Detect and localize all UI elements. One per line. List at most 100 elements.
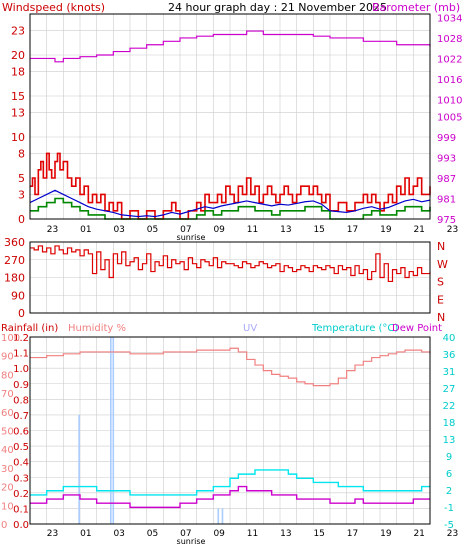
humidity-axis-tick: 90	[1, 352, 14, 363]
rain-axis-tick: 0.4	[13, 458, 29, 469]
temp-axis-tick: 9	[446, 452, 452, 463]
wind-x-tick-label: 13	[280, 225, 291, 235]
rain-axis-tick: 0.8	[13, 395, 29, 406]
rain-bar	[217, 508, 220, 524]
rain-bar	[112, 337, 115, 524]
dir-compass-label: N	[437, 311, 445, 324]
rain-axis-tick: 0.2	[13, 489, 29, 500]
temp-x-tick-label: 15	[313, 529, 324, 539]
rain-axis-tick: 1.1	[13, 349, 29, 360]
rain-axis-tick: 0.3	[13, 473, 29, 484]
wind-axis-tick: 23	[11, 24, 25, 37]
temp-axis-tick: 2	[446, 486, 452, 497]
temp-x-tick-label: 21	[413, 529, 424, 539]
humidity-axis-tick: 100	[1, 333, 20, 344]
dir-compass-label: W	[437, 258, 448, 271]
dir-axis-tick: 180	[4, 272, 25, 285]
labels-layer: Windspeed (knots) 24 hour graph day : 21 …	[1, 1, 462, 546]
wind-x-tick-label: 11	[247, 225, 258, 235]
rain-axis-tick: 0.5	[13, 442, 29, 453]
rainfall-header: Rainfall (in)	[1, 323, 58, 334]
wind-axis-tick: 8	[18, 147, 25, 160]
temp-frame	[29, 336, 431, 525]
wind-axis-tick: 18	[11, 65, 25, 78]
temp-x-tick-label: 17	[347, 529, 358, 539]
wind-x-tick-label: 03	[113, 225, 124, 235]
wind-x-tick-label: 23	[47, 225, 58, 235]
rain-bar	[110, 337, 112, 524]
dir-axis-tick: 90	[11, 289, 25, 302]
wind-x-tick-label: 07	[180, 225, 191, 235]
temp-axis-tick: 22	[443, 401, 456, 412]
wind-axis-tick: 20	[11, 49, 25, 62]
sunrise-label: sunrise	[177, 233, 206, 242]
rain-axis-tick: 0.9	[13, 380, 29, 391]
temp-x-tick-label: 03	[113, 529, 124, 539]
rain-bar	[221, 508, 224, 524]
temp-axis-tick: 13	[443, 435, 456, 446]
humidity-axis-tick: 70	[1, 389, 14, 400]
wind-x-tick-label: 01	[80, 225, 91, 235]
temp-x-tick-label: 11	[247, 529, 258, 539]
temp-x-tick-label: 05	[147, 529, 158, 539]
barometer-header: Barometer (mb)	[372, 1, 460, 14]
wind-direction-line	[30, 245, 431, 283]
dir-compass-label: S	[437, 276, 444, 289]
sunrise-label-bottom: sunrise	[177, 537, 206, 546]
rain-axis-tick: 1.0	[13, 364, 29, 375]
dewpoint-header: Dew Point	[392, 323, 442, 334]
temperature-line	[30, 469, 430, 496]
temp-axis-tick: 31	[443, 367, 456, 378]
rain-bar	[78, 414, 80, 524]
rain-axis-tick: 0.6	[13, 427, 29, 438]
temperature-header: Temperature (°C)	[311, 323, 398, 334]
baro-axis-tick: 1028	[437, 34, 462, 45]
humidity-axis-tick: 80	[1, 370, 14, 381]
dir-compass-label: N	[437, 240, 445, 253]
windspeed-avg-line	[29, 189, 431, 218]
temp-x-tick-label: 09	[213, 529, 225, 539]
temp-x-tick-label: 01	[80, 529, 91, 539]
temp-axis-tick: -5	[444, 520, 454, 531]
baro-axis-tick: 987	[437, 174, 456, 185]
frames-layer	[29, 13, 431, 525]
baro-axis-tick: 975	[437, 215, 456, 226]
wind-x-tick-label: 09	[213, 225, 225, 235]
windspeed-gust-line	[30, 152, 431, 220]
rain-axis-tick: 0.7	[13, 411, 29, 422]
humidity-axis-tick: 40	[1, 445, 14, 456]
humidity-axis-tick: 30	[1, 464, 14, 475]
baro-axis-tick: 999	[437, 133, 456, 144]
dir-compass-label: E	[437, 293, 444, 306]
wind-frame	[29, 13, 431, 220]
wind-axis-tick: 3	[18, 188, 25, 201]
temp-axis-tick: 18	[443, 418, 456, 429]
series-layer	[29, 30, 431, 524]
temp-x-tick-label: 23	[447, 529, 458, 539]
temp-x-tick-label: 23	[47, 529, 58, 539]
dir-axis-tick: 0	[18, 307, 25, 320]
dir-frame	[29, 241, 431, 314]
baro-axis-tick: 981	[437, 195, 456, 206]
humidity-line	[30, 347, 431, 387]
windspeed-low-line	[30, 197, 431, 220]
wind-axis-tick: 13	[11, 106, 25, 119]
wind-x-tick-label: 23	[447, 225, 458, 235]
wind-x-tick-label: 17	[347, 225, 358, 235]
humidity-header: Humidity %	[68, 323, 126, 334]
chart-title: 24 hour graph day : 21 November 2025	[168, 1, 387, 14]
baro-axis-tick: 1034	[437, 13, 462, 24]
temp-x-tick-label: 13	[280, 529, 291, 539]
temp-axis-tick: 27	[443, 384, 456, 395]
humidity-axis-tick: 10	[1, 501, 14, 512]
temp-axis-tick: -1	[444, 503, 454, 514]
windspeed-header: Windspeed (knots)	[2, 1, 105, 14]
temp-x-tick-label: 07	[180, 529, 191, 539]
temp-x-tick-label: 19	[380, 529, 392, 539]
uv-header: UV	[243, 323, 257, 334]
dir-axis-tick: 360	[4, 236, 25, 249]
baro-axis-tick: 1010	[437, 95, 462, 106]
temp-axis-tick: 6	[446, 469, 452, 480]
